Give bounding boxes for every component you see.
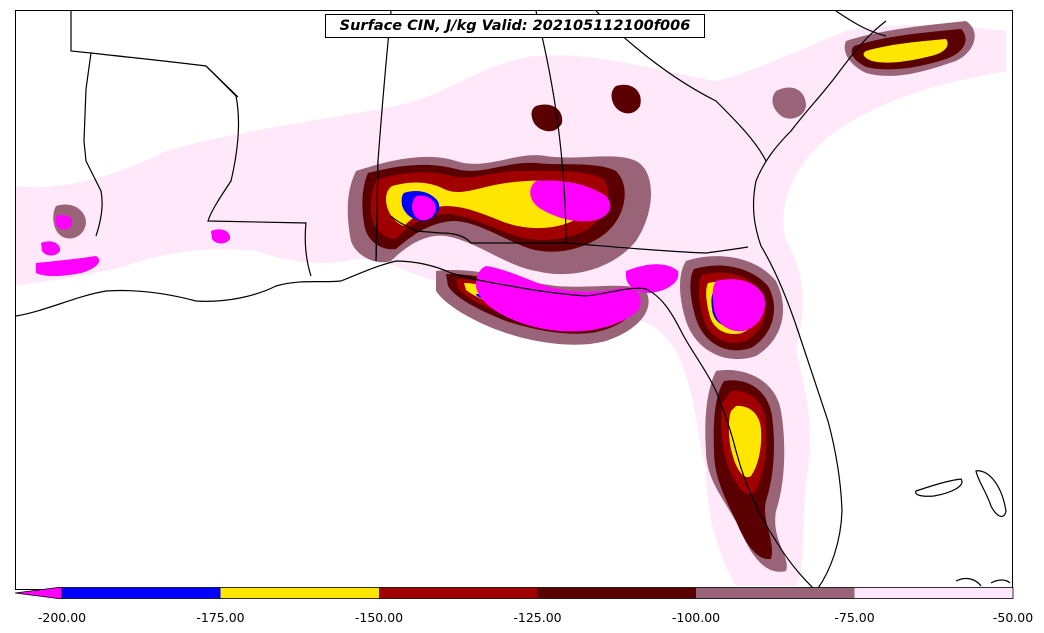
- colorbar-tick-label: -175.00: [196, 610, 245, 625]
- colorbar-tick-label: -50.00: [992, 610, 1034, 625]
- cin-magenta-shading: [36, 180, 766, 332]
- colorbar: [15, 587, 1014, 599]
- colorbar-tick-label: -200.00: [37, 610, 87, 625]
- colorbar-extend-triangle: [15, 587, 63, 599]
- colorbar-tick-label: -125.00: [513, 610, 562, 625]
- colorbar-bins: [62, 587, 1013, 599]
- colorbar-bin-1: [220, 587, 379, 599]
- colorbar-tick-label: -100.00: [671, 610, 721, 625]
- colorbar-bin-4: [696, 587, 855, 599]
- cin-map: [16, 11, 1011, 589]
- colorbar-bin-0: [62, 587, 221, 599]
- map-panel: [15, 10, 1013, 590]
- colorbar-bin-2: [379, 587, 538, 599]
- colorbar-outline: [61, 587, 1014, 599]
- colorbar-bin-5: [854, 587, 1013, 599]
- map-title: Surface CIN, J/kg Valid: 202105112100f00…: [325, 14, 705, 38]
- colorbar-bin-3: [537, 587, 696, 599]
- colorbar-tick-label: -150.00: [354, 610, 404, 625]
- colorbar-tick-label: -75.00: [834, 610, 875, 625]
